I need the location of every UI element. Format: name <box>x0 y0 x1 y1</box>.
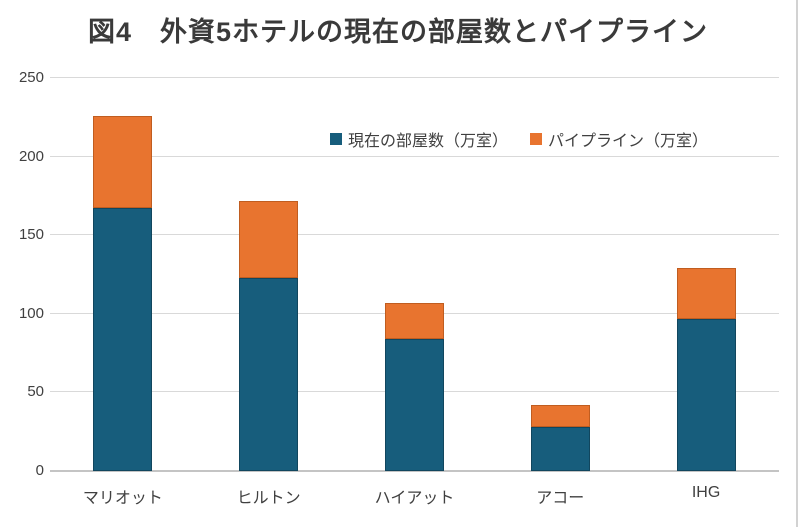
legend-item: 現在の部屋数（万室） <box>330 127 508 151</box>
chart-title: 図4 外資5ホテルの現在の部屋数とパイプライン <box>87 17 709 47</box>
bar-ヒルトン <box>239 200 299 471</box>
bar-segment-pipeline <box>385 302 444 339</box>
y-tick-label: 250 <box>18 69 44 86</box>
legend-swatch-icon <box>330 133 342 145</box>
bar-segment-current <box>530 426 590 471</box>
bar-segment-current <box>93 208 153 471</box>
bar-IHG <box>676 268 736 471</box>
y-tick-label: 0 <box>35 462 44 479</box>
y-tick-label: 100 <box>18 304 44 322</box>
x-category-label: アコー <box>536 490 585 507</box>
bar-segment-pipeline <box>530 404 590 427</box>
bar-segment-pipeline <box>239 200 299 278</box>
y-tick-label: 50 <box>27 383 44 401</box>
image-right-border <box>796 0 798 527</box>
gridline-250 <box>50 77 779 78</box>
bar-ハイアット <box>385 302 444 471</box>
legend-label: 現在の部屋数（万室） <box>348 133 509 150</box>
bar-segment-current <box>676 318 736 471</box>
gridline-200 <box>50 155 779 157</box>
x-category-label: IHG <box>691 484 721 501</box>
legend: 現在の部屋数（万室） パイプライン（万室） <box>330 127 708 151</box>
legend-swatch-icon <box>530 133 543 145</box>
gridline-0 <box>50 470 779 472</box>
bar-segment-pipeline <box>93 115 153 209</box>
x-category-label: ヒルトン <box>236 490 301 507</box>
bar-マリオット <box>93 115 153 471</box>
bar-アコー <box>530 404 590 471</box>
y-tick-label: 150 <box>18 226 44 244</box>
x-category-label: マリオット <box>82 490 163 507</box>
gridline-150 <box>50 234 779 236</box>
x-category-label: ハイアット <box>374 490 455 507</box>
legend-item: パイプライン（万室） <box>530 127 708 151</box>
plot-area <box>50 77 779 472</box>
bar-segment-current <box>239 277 299 471</box>
y-tick-label: 200 <box>18 147 44 165</box>
bar-segment-current <box>385 338 444 471</box>
legend-label: パイプライン（万室） <box>548 133 709 150</box>
bar-segment-pipeline <box>676 268 736 319</box>
